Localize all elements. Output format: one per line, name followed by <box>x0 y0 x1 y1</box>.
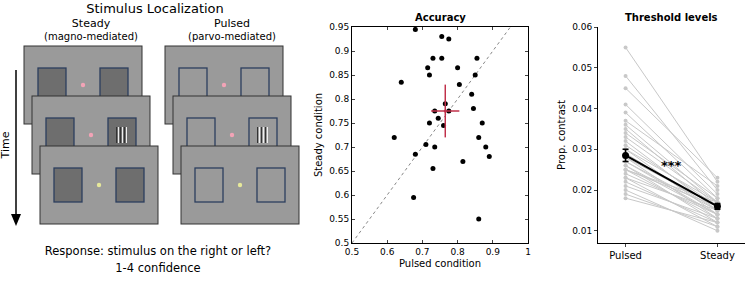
svg-text:***: *** <box>661 158 682 173</box>
svg-text:Steady: Steady <box>72 17 111 30</box>
svg-text:0.7: 0.7 <box>415 247 429 257</box>
svg-text:Pulsed condition: Pulsed condition <box>399 258 481 269</box>
svg-text:Accuracy: Accuracy <box>415 12 466 23</box>
svg-text:0.8: 0.8 <box>335 94 350 104</box>
svg-text:0.5: 0.5 <box>335 238 349 248</box>
svg-text:0.8: 0.8 <box>450 247 465 257</box>
svg-text:0.04: 0.04 <box>572 104 592 114</box>
svg-text:0.85: 0.85 <box>329 70 349 80</box>
svg-text:Pulsed: Pulsed <box>609 250 642 261</box>
svg-text:0.9: 0.9 <box>486 247 501 257</box>
svg-text:1-4 confidence: 1-4 confidence <box>115 261 200 275</box>
svg-text:0.75: 0.75 <box>329 118 349 128</box>
svg-text:Time: Time <box>0 131 12 159</box>
svg-text:Threshold levels: Threshold levels <box>625 12 718 23</box>
svg-text:Steady: Steady <box>700 250 735 261</box>
svg-text:Response: stimulus on the righ: Response: stimulus on the right or left? <box>45 244 271 258</box>
svg-text:Prop. contrast: Prop. contrast <box>556 100 567 170</box>
svg-text:Steady condition: Steady condition <box>313 93 324 177</box>
svg-text:0.5: 0.5 <box>345 247 359 257</box>
svg-text:0.02: 0.02 <box>572 185 592 195</box>
svg-text:0.6: 0.6 <box>380 247 395 257</box>
svg-text:0.9: 0.9 <box>335 46 350 56</box>
svg-text:0.65: 0.65 <box>329 166 349 176</box>
svg-text:0.06: 0.06 <box>572 22 592 32</box>
svg-text:0.6: 0.6 <box>335 190 350 200</box>
svg-text:0.95: 0.95 <box>329 22 349 32</box>
svg-text:Pulsed: Pulsed <box>214 17 250 30</box>
svg-text:Stimulus Localization: Stimulus Localization <box>86 1 224 16</box>
svg-text:0.03: 0.03 <box>572 144 592 154</box>
svg-text:0.55: 0.55 <box>329 214 349 224</box>
svg-text:(magno-mediated): (magno-mediated) <box>44 31 138 42</box>
svg-text:0.01: 0.01 <box>572 226 592 236</box>
svg-text:0.7: 0.7 <box>335 142 349 152</box>
svg-text:(parvo-mediated): (parvo-mediated) <box>188 31 276 42</box>
svg-text:0.05: 0.05 <box>572 63 592 73</box>
svg-text:1: 1 <box>525 247 531 257</box>
